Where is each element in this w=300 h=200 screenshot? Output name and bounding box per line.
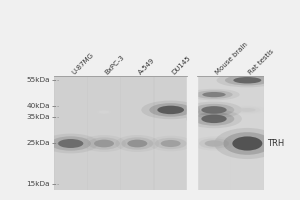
Text: 25kDa: 25kDa bbox=[26, 140, 50, 146]
Ellipse shape bbox=[225, 75, 270, 85]
Ellipse shape bbox=[232, 136, 262, 151]
Ellipse shape bbox=[43, 134, 98, 153]
Ellipse shape bbox=[217, 73, 278, 87]
Ellipse shape bbox=[194, 104, 234, 116]
Ellipse shape bbox=[239, 108, 256, 112]
Ellipse shape bbox=[121, 137, 153, 150]
Ellipse shape bbox=[115, 135, 159, 152]
Ellipse shape bbox=[50, 136, 91, 151]
Ellipse shape bbox=[186, 102, 242, 118]
Ellipse shape bbox=[202, 92, 226, 97]
Ellipse shape bbox=[141, 101, 200, 119]
Ellipse shape bbox=[93, 109, 115, 115]
Text: TRH: TRH bbox=[267, 139, 285, 148]
Ellipse shape bbox=[155, 138, 187, 149]
Ellipse shape bbox=[205, 140, 223, 147]
Text: BxPC-3: BxPC-3 bbox=[104, 54, 126, 76]
Text: Mouse brain: Mouse brain bbox=[214, 41, 249, 76]
Ellipse shape bbox=[82, 135, 126, 152]
Text: Rat testis: Rat testis bbox=[247, 49, 275, 76]
Ellipse shape bbox=[88, 137, 120, 150]
Ellipse shape bbox=[195, 90, 233, 99]
Ellipse shape bbox=[201, 106, 227, 114]
Ellipse shape bbox=[234, 107, 261, 113]
Ellipse shape bbox=[194, 112, 234, 126]
Ellipse shape bbox=[161, 140, 181, 147]
Text: 35kDa: 35kDa bbox=[26, 114, 50, 120]
Text: DU145: DU145 bbox=[171, 55, 192, 76]
Ellipse shape bbox=[214, 128, 280, 159]
Ellipse shape bbox=[229, 106, 266, 114]
Text: U-87MG: U-87MG bbox=[71, 52, 95, 76]
Ellipse shape bbox=[96, 110, 112, 114]
Ellipse shape bbox=[188, 89, 240, 100]
Ellipse shape bbox=[94, 140, 114, 147]
Ellipse shape bbox=[58, 139, 83, 148]
Ellipse shape bbox=[127, 140, 147, 147]
Text: A-549: A-549 bbox=[137, 57, 156, 76]
Ellipse shape bbox=[149, 136, 193, 151]
Text: 15kDa: 15kDa bbox=[26, 181, 50, 187]
Ellipse shape bbox=[99, 111, 109, 114]
Text: 40kDa: 40kDa bbox=[26, 103, 50, 109]
Ellipse shape bbox=[157, 106, 184, 114]
Ellipse shape bbox=[199, 138, 229, 149]
Ellipse shape bbox=[223, 132, 271, 155]
Text: 55kDa: 55kDa bbox=[26, 77, 50, 83]
Ellipse shape bbox=[233, 77, 261, 83]
Ellipse shape bbox=[149, 103, 192, 117]
Ellipse shape bbox=[201, 115, 227, 123]
Ellipse shape bbox=[186, 109, 242, 128]
Ellipse shape bbox=[194, 136, 235, 151]
